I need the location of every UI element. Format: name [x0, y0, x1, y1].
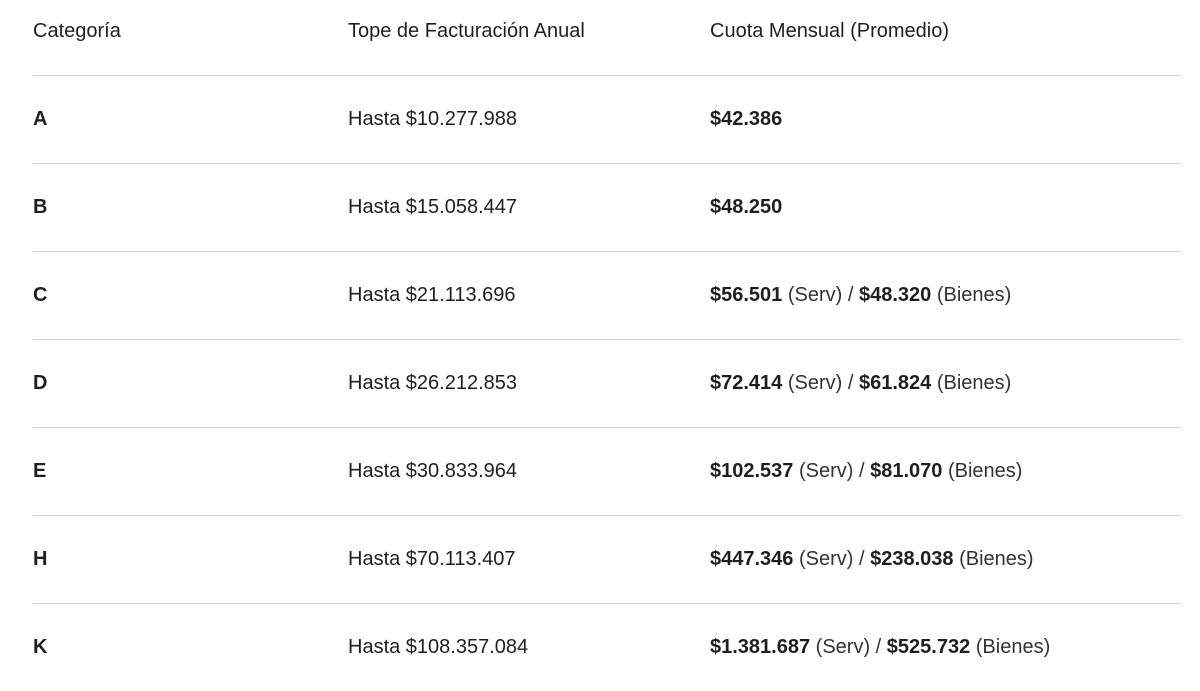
category-cell: B	[33, 163, 348, 252]
fee-services-amount: $72.414	[710, 371, 783, 394]
fee-goods-amount: $61.824	[858, 371, 932, 394]
header-category: Categoría	[33, 0, 348, 76]
category-cell: H	[33, 515, 348, 604]
billing-cap-cell: Hasta $70.113.407	[348, 515, 710, 604]
table-body: A Hasta $10.277.988 $42.386 B Hasta $15.…	[33, 75, 1180, 691]
table-row: A Hasta $10.277.988 $42.386	[33, 75, 1180, 164]
header-row: Categoría Tope de Facturación Anual Cuot…	[33, 0, 1180, 76]
monthly-fee-cell: $447.346 (Serv) / $238.038 (Bienes)	[710, 515, 1180, 604]
services-label: (Serv)	[810, 635, 876, 658]
fee-goods-amount: $238.038	[870, 547, 954, 570]
table-row: C Hasta $21.113.696 $56.501 (Serv) / $48…	[33, 251, 1180, 340]
billing-cap-cell: Hasta $26.212.853	[348, 339, 710, 428]
fee-services-amount: $102.537	[710, 459, 794, 482]
fee-goods-amount: $48.320	[858, 283, 932, 306]
fee-services-amount: $1.381.687	[710, 635, 811, 658]
category-cell: A	[33, 75, 348, 164]
fee-services-amount: $42.386	[710, 107, 783, 130]
table-row: E Hasta $30.833.964 $102.537 (Serv) / $8…	[33, 427, 1180, 516]
fee-separator: /	[847, 283, 859, 306]
fee-services-amount: $56.501	[710, 283, 783, 306]
category-cell: D	[33, 339, 348, 428]
services-label: (Serv)	[793, 547, 859, 570]
monthly-fee-cell: $102.537 (Serv) / $81.070 (Bienes)	[710, 427, 1180, 516]
goods-label: (Bienes)	[931, 283, 1012, 306]
header-monthly-fee: Cuota Mensual (Promedio)	[710, 0, 1180, 76]
services-label: (Serv)	[782, 371, 848, 394]
goods-label: (Bienes)	[942, 459, 1023, 482]
table-row: D Hasta $26.212.853 $72.414 (Serv) / $61…	[33, 339, 1180, 428]
goods-label: (Bienes)	[953, 547, 1034, 570]
table-row: H Hasta $70.113.407 $447.346 (Serv) / $2…	[33, 515, 1180, 604]
billing-cap-cell: Hasta $15.058.447	[348, 163, 710, 252]
billing-cap-cell: Hasta $10.277.988	[348, 75, 710, 164]
fee-services-amount: $447.346	[710, 547, 794, 570]
fee-separator: /	[847, 371, 859, 394]
goods-label: (Bienes)	[970, 635, 1051, 658]
fee-goods-amount: $525.732	[886, 635, 971, 658]
goods-label: (Bienes)	[931, 371, 1012, 394]
services-label: (Serv)	[793, 459, 859, 482]
monthly-fee-cell: $72.414 (Serv) / $61.824 (Bienes)	[710, 339, 1180, 428]
monthly-fee-cell: $42.386	[710, 75, 1180, 164]
fee-separator: /	[875, 635, 887, 658]
monthly-fee-cell: $48.250	[710, 163, 1180, 252]
table-row: B Hasta $15.058.447 $48.250	[33, 163, 1180, 252]
fee-separator: /	[858, 459, 871, 482]
billing-cap-cell: Hasta $21.113.696	[348, 251, 710, 340]
monthly-fee-cell: $56.501 (Serv) / $48.320 (Bienes)	[710, 251, 1180, 340]
fee-services-amount: $48.250	[710, 195, 783, 218]
billing-cap-cell: Hasta $30.833.964	[348, 427, 710, 516]
category-cell: C	[33, 251, 348, 340]
table-row: K Hasta $108.357.084 $1.381.687 (Serv) /…	[33, 603, 1180, 691]
monthly-fee-cell: $1.381.687 (Serv) / $525.732 (Bienes)	[710, 603, 1180, 691]
header-annual-billing-cap: Tope de Facturación Anual	[348, 0, 710, 76]
fee-separator: /	[858, 547, 871, 570]
category-cell: E	[33, 427, 348, 516]
category-cell: K	[33, 635, 48, 658]
monotributo-categories-table-container: Categoría Tope de Facturación Anual Cuot…	[33, 0, 1180, 691]
table-header: Categoría Tope de Facturación Anual Cuot…	[33, 0, 1180, 76]
billing-cap-cell: Hasta $108.357.084	[348, 635, 529, 658]
monotributo-categories-table: Categoría Tope de Facturación Anual Cuot…	[33, 0, 1180, 691]
fee-goods-amount: $81.070	[870, 459, 943, 482]
services-label: (Serv)	[782, 283, 848, 306]
